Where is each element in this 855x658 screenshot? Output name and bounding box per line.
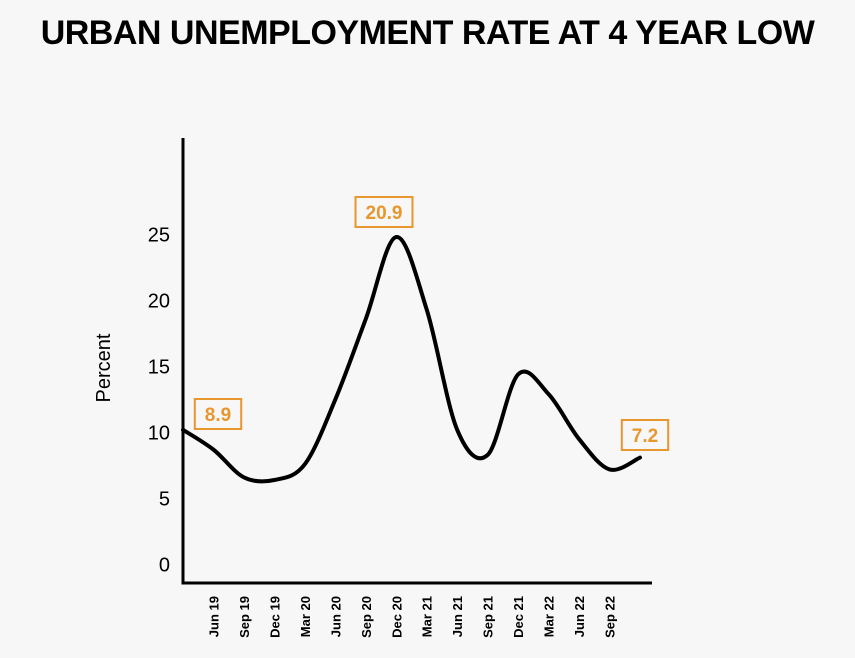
- x-tick-label: Sep 20: [359, 596, 374, 638]
- y-tick-label: 15: [148, 356, 170, 378]
- annotation-label: 8.9: [205, 405, 231, 426]
- annotation-label: 7.2: [632, 426, 658, 447]
- data-line: [181, 235, 642, 484]
- x-tick-label: Sep 22: [603, 596, 618, 638]
- x-tick-label: Dec 19: [267, 596, 282, 638]
- y-tick-label: 5: [159, 488, 170, 510]
- annotation: 20.9: [354, 196, 414, 228]
- x-tick-label: Dec 20: [389, 596, 404, 638]
- chart-title: URBAN UNEMPLOYMENT RATE AT 4 YEAR LOW: [40, 14, 815, 52]
- x-tick-label: Jun 20: [328, 596, 343, 637]
- annotation-box: [193, 398, 243, 430]
- x-tick-label: Mar 22: [542, 596, 557, 637]
- annotation: 8.9: [193, 398, 243, 430]
- x-tick-label: Mar 21: [420, 596, 435, 637]
- annotation: 7.2: [620, 419, 670, 451]
- y-axis-label: Percent: [93, 333, 115, 402]
- y-tick-label: 0: [159, 555, 170, 577]
- x-tick-label: Dec 21: [511, 596, 526, 638]
- x-tick-label: Jun 22: [572, 596, 587, 637]
- x-tick-label: Sep 19: [237, 596, 252, 638]
- annotation-box: [354, 196, 414, 228]
- x-tick-label: Sep 21: [481, 596, 496, 638]
- annotation-box: [620, 419, 670, 451]
- x-tick-label: Mar 20: [298, 596, 313, 637]
- y-tick-label: 25: [148, 224, 170, 246]
- annotation-label: 20.9: [366, 203, 403, 224]
- x-tick-label: Jun 21: [450, 596, 465, 637]
- y-tick-label: 20: [148, 290, 170, 312]
- x-tick-label: Jun 19: [206, 596, 221, 637]
- y-tick-label: 10: [148, 422, 170, 444]
